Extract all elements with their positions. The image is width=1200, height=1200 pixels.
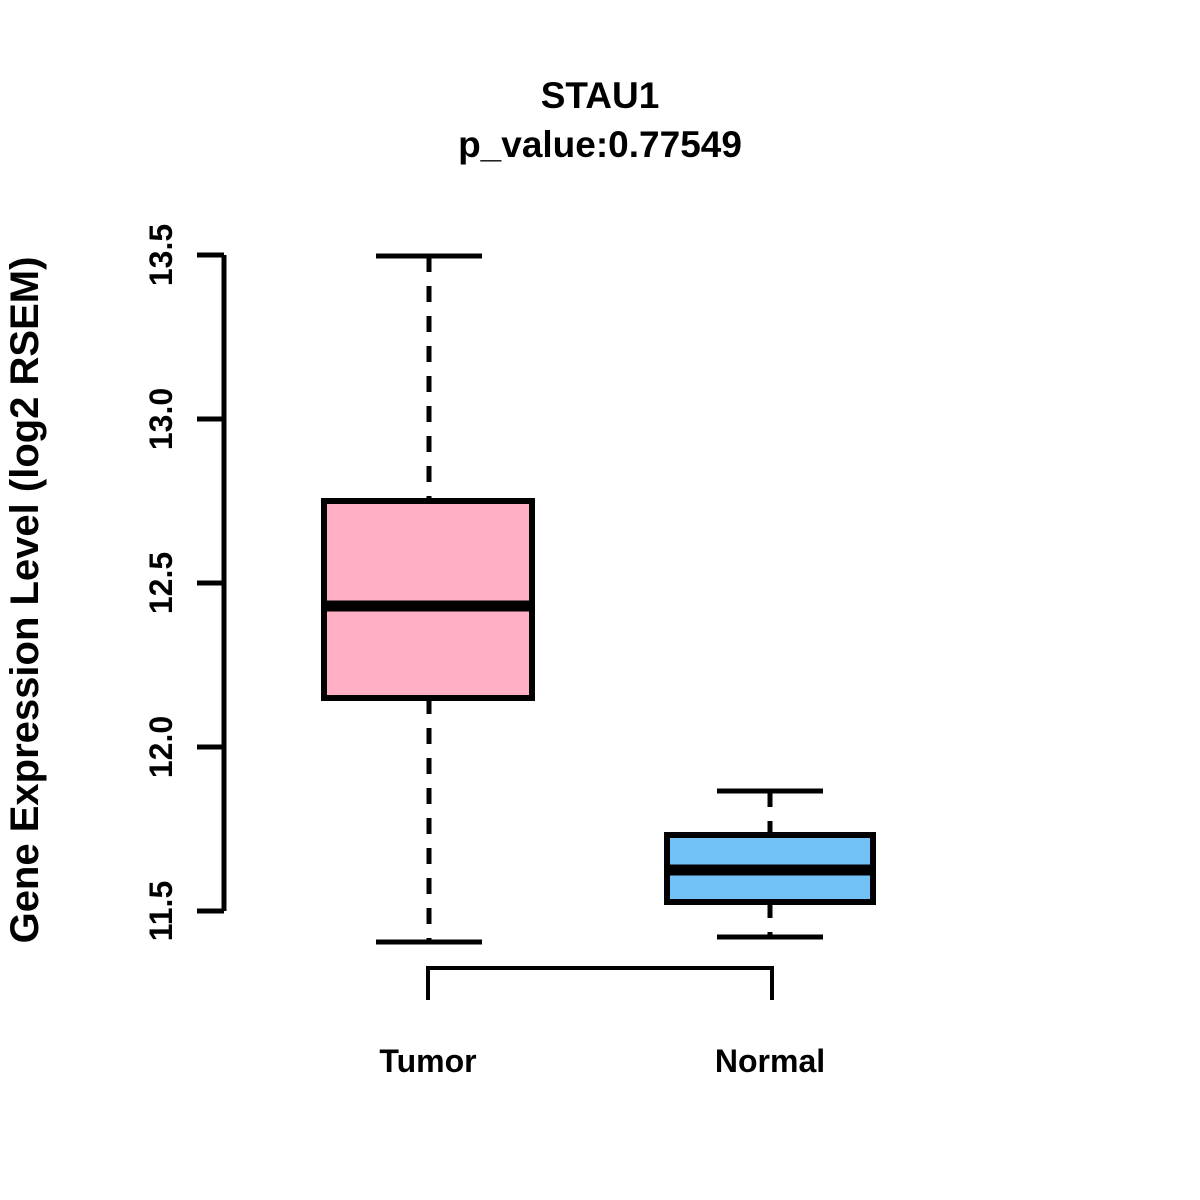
box-body-tumor[interactable]: [321, 498, 535, 701]
x-label-normal: Normal: [715, 1043, 825, 1079]
box-group-tumor[interactable]: [321, 253, 535, 945]
y-tick-label-12-0: 12.0: [143, 716, 179, 778]
y-tick-label-11-5: 11.5: [143, 881, 179, 942]
y-tick-label-13-5: 13.5: [143, 224, 179, 286]
chart-title: STAU1: [541, 75, 660, 116]
x-axis-bracket: [426, 966, 774, 1000]
y-tick-label-12-5: 12.5: [143, 552, 179, 614]
y-tick-label-13-0: 13.0: [143, 388, 179, 450]
y-axis-title: Gene Expression Level (log2 RSEM): [3, 257, 47, 944]
chart-subtitle: p_value:0.77549: [458, 124, 742, 165]
x-label-tumor: Tumor: [379, 1043, 476, 1079]
y-axis-tick-labels: 11.5 12.0 12.5 13.0 13.5: [143, 224, 179, 941]
y-axis-ticks: [197, 252, 224, 914]
box-group-normal[interactable]: [664, 788, 876, 940]
